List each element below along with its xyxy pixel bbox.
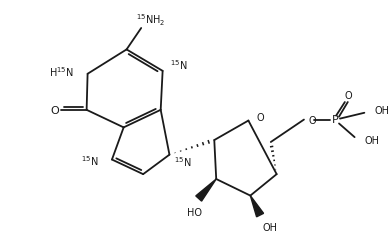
Text: $^{15}$N: $^{15}$N [81,155,98,168]
Polygon shape [196,179,216,201]
Text: H$^{15}$N: H$^{15}$N [49,65,74,79]
Text: $^{15}$N: $^{15}$N [174,156,192,169]
Text: O: O [309,116,316,125]
Text: O: O [256,113,264,123]
Text: OH: OH [374,106,389,116]
Text: P: P [332,115,338,125]
Text: OH: OH [364,136,379,146]
Text: $^{15}$N: $^{15}$N [171,58,188,72]
Polygon shape [250,196,263,217]
Text: O: O [345,91,352,101]
Text: O: O [50,106,59,116]
Text: $^{15}$NH$_2$: $^{15}$NH$_2$ [136,12,165,28]
Text: HO: HO [187,208,202,218]
Text: OH: OH [262,223,277,233]
